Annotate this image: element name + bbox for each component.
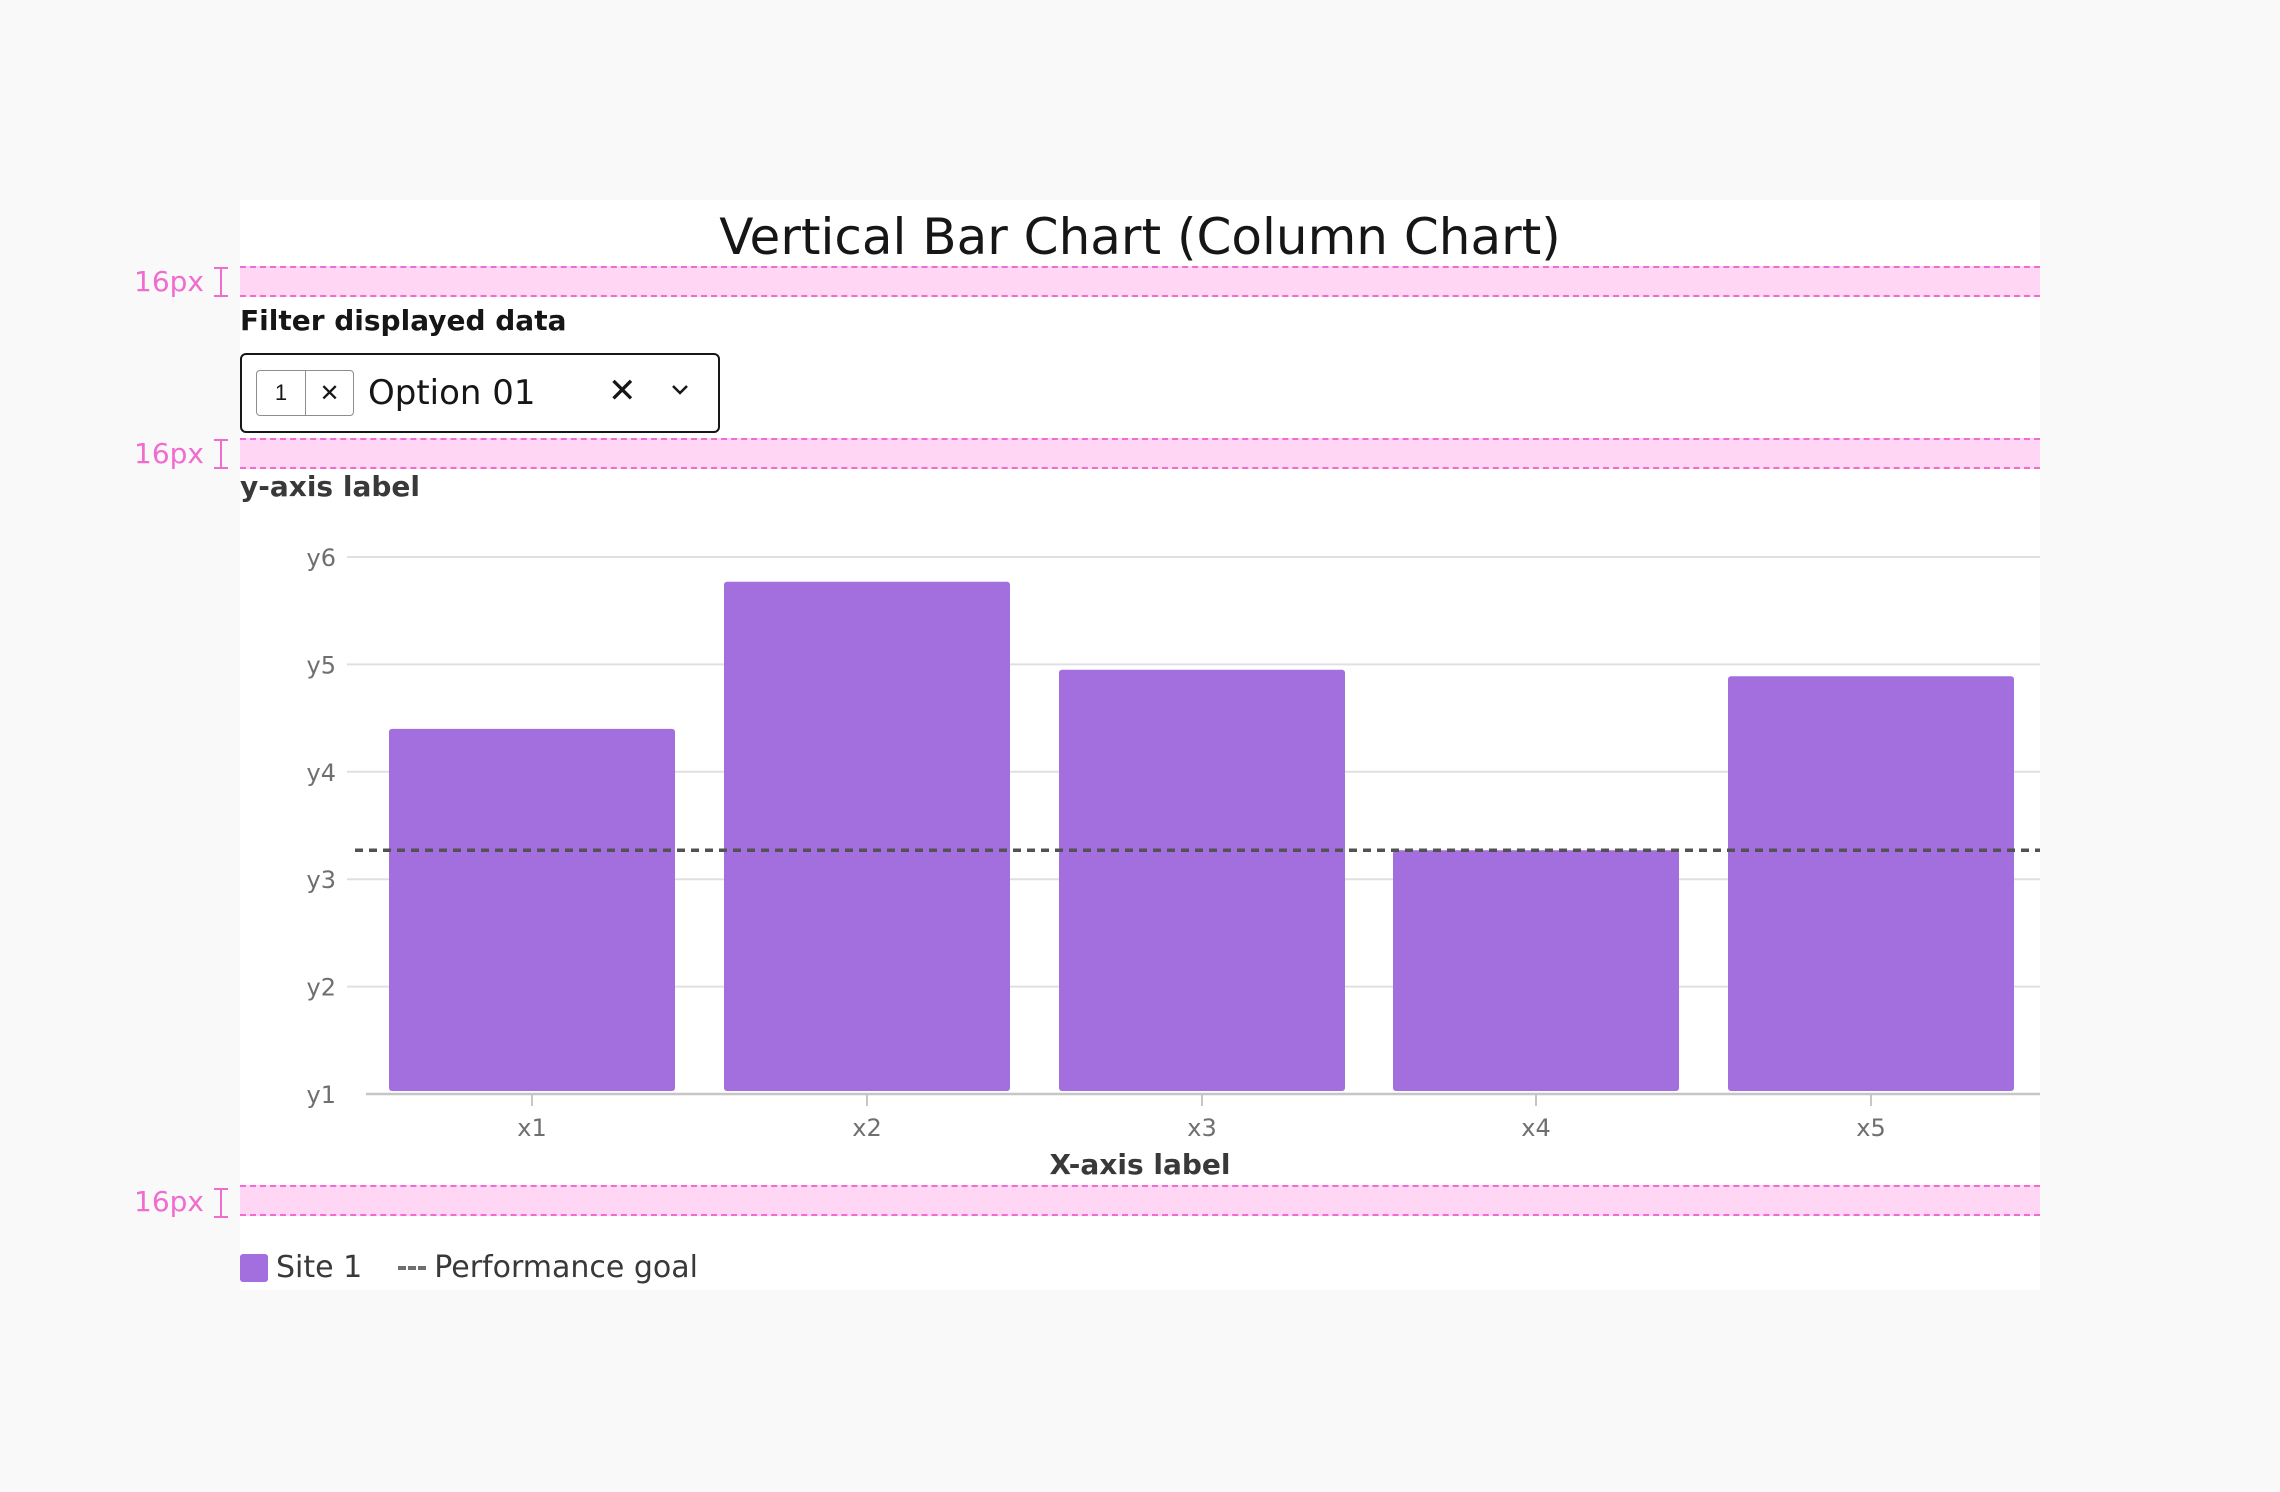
legend-dash-icon — [398, 1265, 427, 1270]
y-tick-label: y5 — [307, 651, 336, 679]
x-tick-label: x4 — [1521, 1114, 1550, 1142]
spacing-guide — [240, 1185, 2040, 1216]
spacing-label: 16px — [134, 437, 204, 470]
bar-x1 — [389, 728, 675, 1091]
legend-label-site-1: Site 1 — [276, 1250, 363, 1285]
bar-x2 — [724, 581, 1010, 1091]
y-axis-title: y-axis label — [240, 470, 420, 503]
bars — [389, 581, 2014, 1091]
selection-tag: 1 ✕ — [256, 370, 354, 416]
filter-selected-value: Option 01 — [368, 373, 536, 413]
legend: Site 1 Performance goal — [240, 1250, 698, 1285]
spacing-guide — [240, 266, 2040, 297]
spacing-bracket-icon — [214, 439, 228, 469]
y-tick-label: y6 — [307, 544, 336, 572]
x-tick-label: x3 — [1187, 1114, 1216, 1142]
selection-count: 1 — [257, 371, 306, 415]
bar-chart: y1 y2 y3 y4 y5 y6 x1 x2 x3 x4 x5 X-axis label — [307, 544, 2040, 1181]
chart-title: Vertical Bar Chart (Column Chart) — [719, 208, 1561, 266]
y-tick-label: y1 — [307, 1081, 336, 1109]
chart-card: Vertical Bar Chart (Column Chart) Filter… — [240, 200, 2040, 1290]
bar-x4 — [1393, 850, 1679, 1091]
x-tick-label: x2 — [852, 1114, 881, 1142]
y-tick-label: y4 — [307, 759, 336, 787]
filter-combobox[interactable]: 1 ✕ Option 01 ✕ — [240, 353, 720, 433]
spacing-guide — [240, 438, 2040, 469]
clear-selection-close-icon[interactable]: ✕ — [608, 372, 637, 410]
y-tick-label: y2 — [307, 974, 336, 1002]
clear-tag-close-icon[interactable]: ✕ — [319, 379, 340, 407]
legend-label-goal: Performance goal — [434, 1250, 698, 1285]
spacing-label: 16px — [134, 1185, 204, 1218]
bar-x5 — [1728, 676, 2014, 1091]
spacing-bracket-icon — [214, 1188, 228, 1218]
filter-label: Filter displayed data — [240, 304, 567, 337]
x-tick-label: x5 — [1856, 1114, 1885, 1142]
chevron-down-icon[interactable] — [668, 377, 692, 401]
axes: y1 y2 y3 y4 y5 y6 x1 x2 x3 x4 x5 — [307, 544, 2040, 1142]
spacing-bracket-icon — [214, 267, 228, 297]
bar-x3 — [1059, 669, 1345, 1091]
y-tick-label: y3 — [307, 866, 336, 894]
x-axis-title: X-axis label — [1049, 1148, 1230, 1181]
spacing-label: 16px — [134, 265, 204, 298]
x-tick-label: x1 — [517, 1114, 546, 1142]
legend-swatch-site-1 — [240, 1253, 268, 1282]
